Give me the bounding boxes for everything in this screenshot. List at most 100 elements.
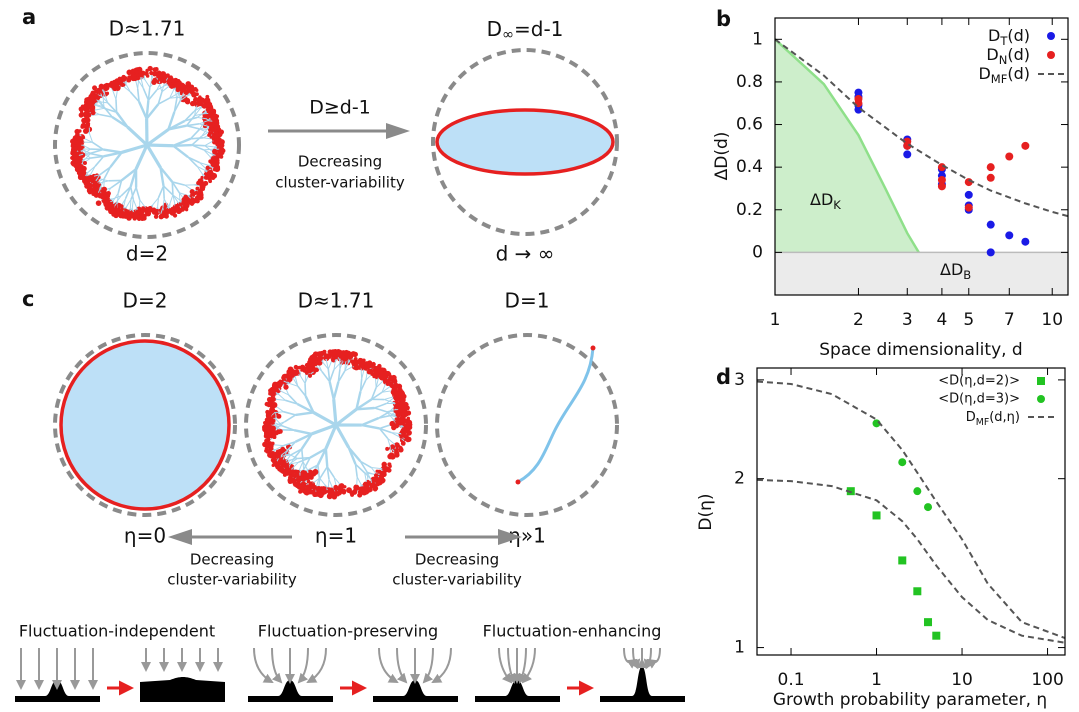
point [1021, 142, 1029, 150]
tip [391, 425, 396, 430]
tip [265, 410, 269, 414]
tip [154, 67, 158, 71]
label: D≥d-1 [309, 97, 371, 119]
tip [401, 441, 406, 446]
tip [96, 90, 100, 94]
tip [205, 99, 210, 104]
legend-marker [1037, 395, 1045, 403]
label-part: D [978, 64, 990, 83]
label: Fluctuation-independent [19, 622, 215, 641]
tip [353, 360, 357, 364]
branch [158, 186, 163, 198]
tip [214, 131, 217, 134]
label: d → ∞ [496, 242, 555, 266]
x-tick-label: 3 [902, 310, 913, 330]
tip [175, 206, 179, 210]
branch [204, 150, 210, 157]
tip [195, 195, 201, 201]
label-part: (d) [1007, 64, 1030, 83]
tip [392, 386, 398, 392]
tip [294, 372, 298, 376]
branch [328, 479, 329, 488]
tip [591, 346, 596, 351]
panel-label: d [716, 365, 731, 389]
branch [298, 458, 311, 459]
y-tick-label: 0.6 [736, 115, 763, 135]
tip [93, 187, 97, 191]
label-part: N [999, 53, 1008, 67]
branch [126, 84, 130, 92]
tip [283, 374, 286, 377]
label-part: B [963, 268, 971, 282]
flux-arrow [299, 648, 308, 682]
x-tick-label: 1 [770, 310, 781, 330]
tip [190, 87, 194, 91]
x-tick-label: 100 [1031, 670, 1063, 690]
tip [211, 156, 216, 161]
flux-arrow [397, 648, 406, 682]
branch [147, 145, 173, 146]
branch [205, 141, 213, 146]
tip [78, 129, 82, 133]
branch [285, 415, 296, 422]
region-band [775, 252, 1068, 295]
label: D=2 [123, 289, 168, 313]
tip [94, 94, 99, 99]
tip [277, 381, 283, 387]
label-part: (d) [1007, 45, 1030, 64]
tip [92, 85, 97, 90]
tip [215, 142, 219, 146]
branch [164, 186, 173, 195]
branch [313, 412, 336, 425]
point [873, 511, 881, 519]
branch [173, 145, 191, 146]
x-tick-label: 2 [853, 310, 864, 330]
point [965, 204, 973, 212]
x-tick-label: 0.1 [778, 670, 805, 690]
branch [172, 182, 173, 195]
tip [98, 194, 102, 198]
tip [78, 164, 83, 169]
x-tick-label: 1 [871, 670, 882, 690]
tip [272, 460, 277, 465]
branch [294, 430, 312, 434]
y-tick-label: 0.4 [736, 157, 763, 177]
tip [83, 161, 87, 165]
label: cluster-variability [392, 571, 522, 589]
point [898, 556, 906, 564]
x-tick-label: 7 [1004, 310, 1015, 330]
label-part: ΔD [810, 190, 833, 209]
branch [305, 384, 306, 397]
branch [374, 404, 386, 408]
tip [307, 362, 312, 367]
tip [276, 450, 279, 453]
branch [132, 199, 133, 208]
point [924, 618, 932, 626]
tip [359, 489, 363, 493]
label-part: ΔD [940, 260, 963, 279]
point [903, 150, 911, 158]
tip [140, 210, 145, 215]
tip [70, 150, 73, 153]
tip [220, 155, 224, 159]
tip [125, 210, 129, 214]
tip [145, 72, 148, 75]
label: η=0 [124, 524, 166, 548]
branch [336, 409, 356, 425]
label: Decreasing [190, 551, 274, 569]
branch [275, 445, 284, 446]
tip [140, 72, 145, 77]
tip [118, 77, 122, 81]
point [932, 632, 940, 640]
branch [371, 468, 380, 469]
x-tick-label: 10 [1041, 310, 1063, 330]
x-tick-label: 4 [936, 310, 947, 330]
tip [398, 447, 403, 452]
tip [309, 470, 315, 476]
tip [215, 121, 220, 126]
y-tick-label: 3 [734, 370, 745, 390]
label-part: ∞ [502, 27, 514, 43]
y-tick-label: 1 [752, 29, 763, 49]
y-tick-label: 1 [734, 638, 745, 658]
